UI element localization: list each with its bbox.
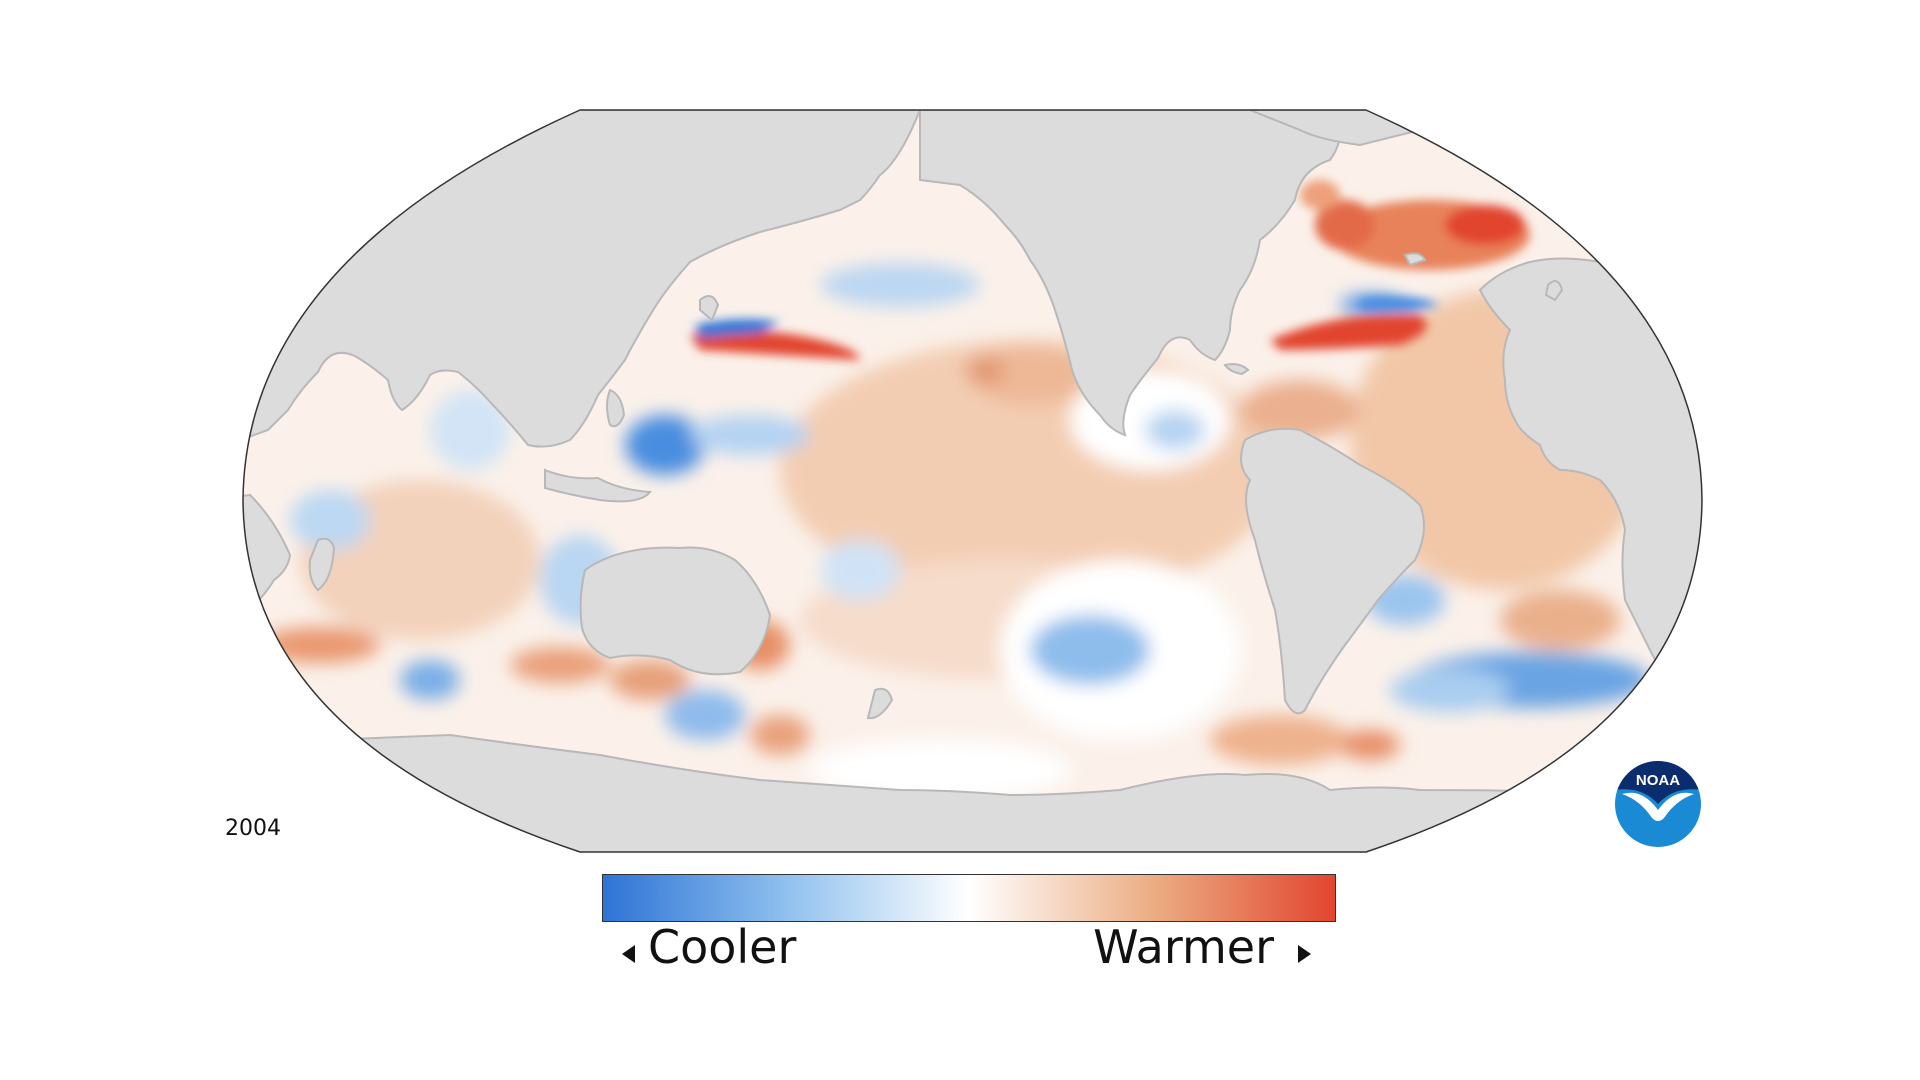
- land-madagascar: [308, 537, 336, 592]
- land-uk: [1544, 280, 1564, 302]
- logo-text: NOAA: [1636, 772, 1680, 789]
- strong-anomaly-features: [690, 180, 1530, 360]
- legend-warmer-label: Warmer: [1093, 920, 1274, 974]
- triangle-right-icon: [1298, 945, 1311, 963]
- land-australia: [579, 546, 772, 676]
- land-iceland: [1403, 252, 1427, 267]
- land-philippines: [606, 388, 626, 428]
- land-se-asia-islands: [544, 468, 652, 503]
- land-south-america: [1240, 427, 1425, 715]
- year-label: 2004: [225, 816, 281, 841]
- legend-cooler-label: Cooler: [648, 920, 797, 974]
- land-new-zealand: [866, 687, 894, 720]
- land-japan: [699, 295, 720, 322]
- noaa-bird-logo-icon: NOAA: [1615, 761, 1701, 847]
- colorbar: [602, 874, 1336, 922]
- land-north-america: [919, 110, 1343, 437]
- map-boundary: [242, 109, 1703, 853]
- land-caribbean: [1223, 363, 1250, 376]
- triangle-left-icon: [622, 945, 635, 963]
